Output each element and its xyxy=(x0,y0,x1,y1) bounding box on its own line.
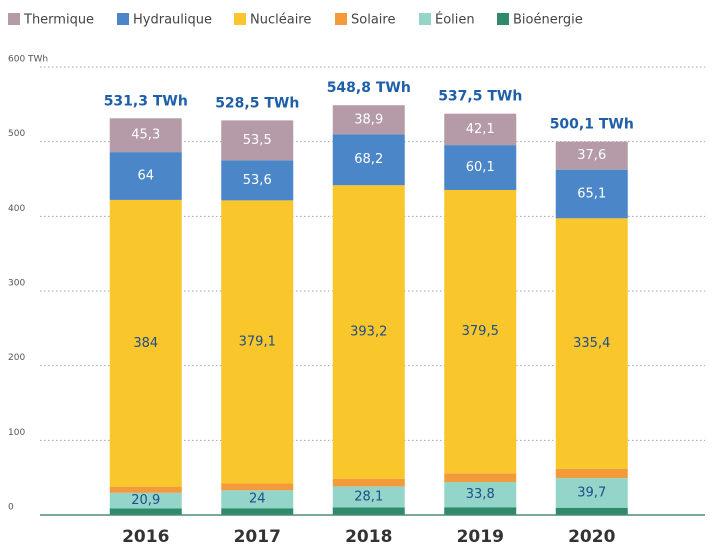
total-label: 528,5 TWh xyxy=(215,95,299,111)
bar-segment xyxy=(221,508,294,515)
x-tick-label: 2020 xyxy=(568,527,615,547)
x-tick-label: 2019 xyxy=(457,527,504,547)
value-label: 379,1 xyxy=(239,334,276,349)
y-tick-label: 100 xyxy=(8,428,25,438)
value-label: 39,7 xyxy=(577,485,606,500)
value-label: 393,2 xyxy=(350,324,387,339)
bar-segment xyxy=(444,145,517,190)
y-tick-label: 300 xyxy=(8,279,25,289)
legend-label: Nucléaire xyxy=(250,13,311,28)
bar-segment xyxy=(332,507,405,515)
total-label: 500,1 TWh xyxy=(550,117,634,133)
value-label: 384 xyxy=(133,336,158,351)
x-tick-label: 2017 xyxy=(234,527,281,547)
value-label: 38,9 xyxy=(354,112,383,127)
y-tick-label: 400 xyxy=(8,204,25,214)
value-label: 53,6 xyxy=(243,173,272,188)
value-label: 335,4 xyxy=(573,336,610,351)
bar-segment xyxy=(444,481,517,508)
value-label: 28,1 xyxy=(354,489,383,504)
bar-segment xyxy=(332,486,405,508)
legend-swatch xyxy=(234,13,246,25)
x-tick-label: 2016 xyxy=(122,527,169,547)
bar-segment xyxy=(555,468,628,479)
bar-segment xyxy=(109,199,182,487)
total-label: 537,5 TWh xyxy=(438,89,522,105)
value-label: 20,9 xyxy=(131,493,160,508)
bar-segment xyxy=(109,508,182,515)
bar-segment xyxy=(221,160,294,201)
bar-segment xyxy=(221,490,294,509)
value-label: 64 xyxy=(137,169,154,184)
bar-segment xyxy=(444,473,517,482)
legend-label: Thermique xyxy=(23,13,94,28)
value-label: 42,1 xyxy=(466,122,495,137)
value-label: 53,5 xyxy=(243,133,272,148)
bar-segment xyxy=(109,492,182,509)
bar-segment xyxy=(109,486,182,493)
bar-segment xyxy=(332,134,405,186)
legend-label: Bioénergie xyxy=(513,13,583,28)
bar-segment xyxy=(332,478,405,487)
legend-swatch xyxy=(335,13,347,25)
bar-segment xyxy=(444,507,517,515)
y-tick-label: 500 xyxy=(8,129,25,139)
bar-segment xyxy=(555,218,628,469)
bar-segment xyxy=(221,120,294,161)
bar-segment xyxy=(332,105,405,135)
bar-segment xyxy=(332,185,405,479)
bar-segment xyxy=(555,507,628,515)
value-label: 24 xyxy=(249,492,266,507)
y-tick-label: 200 xyxy=(8,353,25,363)
legend-swatch xyxy=(497,13,509,25)
bar-segment xyxy=(444,189,517,474)
value-label: 65,1 xyxy=(577,186,606,201)
bar-segment xyxy=(221,483,294,491)
bar-segment xyxy=(555,478,628,508)
total-label: 531,3 TWh xyxy=(104,93,188,109)
value-label: 33,8 xyxy=(466,487,495,502)
legend-swatch xyxy=(419,13,431,25)
value-label: 45,3 xyxy=(131,128,160,143)
legend-label: Éolien xyxy=(435,12,475,28)
value-label: 379,5 xyxy=(462,324,499,339)
value-label: 68,2 xyxy=(354,152,383,167)
bar-segment xyxy=(109,118,182,153)
total-label: 548,8 TWh xyxy=(327,80,411,96)
bar-segment xyxy=(109,152,182,200)
bar-segment xyxy=(221,200,294,484)
y-tick-label: 600 TWh xyxy=(8,55,48,65)
bar-segment xyxy=(444,113,517,146)
y-tick-label: 0 xyxy=(8,503,14,513)
legend-label: Hydraulique xyxy=(133,13,212,28)
legend-label: Solaire xyxy=(351,13,395,28)
legend-swatch xyxy=(8,13,20,25)
x-tick-label: 2018 xyxy=(345,527,392,547)
value-label: 60,1 xyxy=(466,160,495,175)
bar-segment xyxy=(555,141,628,170)
value-label: 37,6 xyxy=(577,148,606,163)
bar-segment xyxy=(555,169,628,219)
legend-swatch xyxy=(117,13,129,25)
